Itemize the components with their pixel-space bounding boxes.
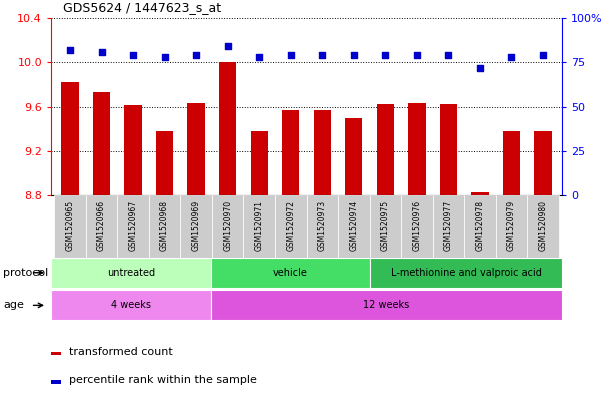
Point: [286, 52, 296, 59]
Bar: [345, 118, 362, 195]
Bar: [408, 103, 426, 195]
Text: protocol: protocol: [3, 268, 48, 278]
Bar: [51, 352, 61, 355]
Bar: [219, 62, 236, 195]
Bar: [275, 195, 307, 258]
Point: [380, 52, 390, 59]
Text: GSM1520966: GSM1520966: [97, 200, 106, 251]
Point: [444, 52, 453, 59]
Text: GDS5624 / 1447623_s_at: GDS5624 / 1447623_s_at: [63, 1, 221, 14]
Bar: [61, 82, 79, 195]
Point: [412, 52, 422, 59]
Text: GSM1520970: GSM1520970: [223, 200, 232, 251]
Bar: [124, 105, 142, 195]
Bar: [211, 258, 370, 288]
Text: transformed count: transformed count: [69, 347, 172, 357]
Text: GSM1520968: GSM1520968: [160, 200, 169, 251]
Bar: [117, 195, 149, 258]
Bar: [464, 195, 496, 258]
Bar: [527, 195, 559, 258]
Bar: [54, 195, 86, 258]
Text: GSM1520967: GSM1520967: [129, 200, 138, 251]
Bar: [156, 131, 173, 195]
Text: GSM1520973: GSM1520973: [318, 200, 327, 251]
Point: [223, 43, 233, 50]
Text: GSM1520965: GSM1520965: [66, 200, 75, 251]
Point: [128, 52, 138, 59]
Text: GSM1520971: GSM1520971: [255, 200, 264, 251]
Text: GSM1520979: GSM1520979: [507, 200, 516, 251]
Text: GSM1520975: GSM1520975: [381, 200, 390, 251]
Point: [538, 52, 548, 59]
Bar: [471, 192, 489, 195]
Text: GSM1520980: GSM1520980: [538, 200, 548, 251]
Point: [97, 49, 106, 55]
Text: GSM1520972: GSM1520972: [286, 200, 295, 251]
Bar: [251, 131, 268, 195]
Point: [65, 47, 75, 53]
Bar: [188, 103, 205, 195]
Bar: [534, 131, 552, 195]
Bar: [212, 195, 243, 258]
Text: untreated: untreated: [107, 268, 155, 278]
Bar: [440, 104, 457, 195]
Bar: [86, 195, 117, 258]
Text: age: age: [3, 300, 24, 310]
Text: GSM1520978: GSM1520978: [475, 200, 484, 251]
Text: 4 weeks: 4 weeks: [111, 300, 151, 310]
Bar: [307, 195, 338, 258]
Point: [475, 64, 485, 71]
Bar: [243, 195, 275, 258]
Text: GSM1520974: GSM1520974: [349, 200, 358, 251]
Point: [191, 52, 201, 59]
Text: GSM1520977: GSM1520977: [444, 200, 453, 251]
Text: percentile rank within the sample: percentile rank within the sample: [69, 375, 257, 386]
Bar: [211, 290, 562, 320]
Text: vehicle: vehicle: [273, 268, 308, 278]
Point: [349, 52, 359, 59]
Bar: [180, 195, 212, 258]
Text: GSM1520969: GSM1520969: [192, 200, 201, 251]
Bar: [314, 110, 331, 195]
Bar: [93, 92, 110, 195]
Point: [507, 54, 516, 60]
Point: [254, 54, 264, 60]
Text: 12 weeks: 12 weeks: [363, 300, 409, 310]
Bar: [51, 290, 211, 320]
Bar: [370, 195, 401, 258]
Bar: [496, 195, 527, 258]
Text: GSM1520976: GSM1520976: [412, 200, 421, 251]
Bar: [370, 258, 562, 288]
Text: L-methionine and valproic acid: L-methionine and valproic acid: [391, 268, 542, 278]
Bar: [401, 195, 433, 258]
Bar: [503, 131, 520, 195]
Bar: [149, 195, 180, 258]
Bar: [338, 195, 370, 258]
Bar: [282, 110, 299, 195]
Bar: [433, 195, 464, 258]
Bar: [51, 380, 61, 384]
Bar: [51, 258, 211, 288]
Bar: [377, 104, 394, 195]
Point: [317, 52, 327, 59]
Point: [160, 54, 169, 60]
